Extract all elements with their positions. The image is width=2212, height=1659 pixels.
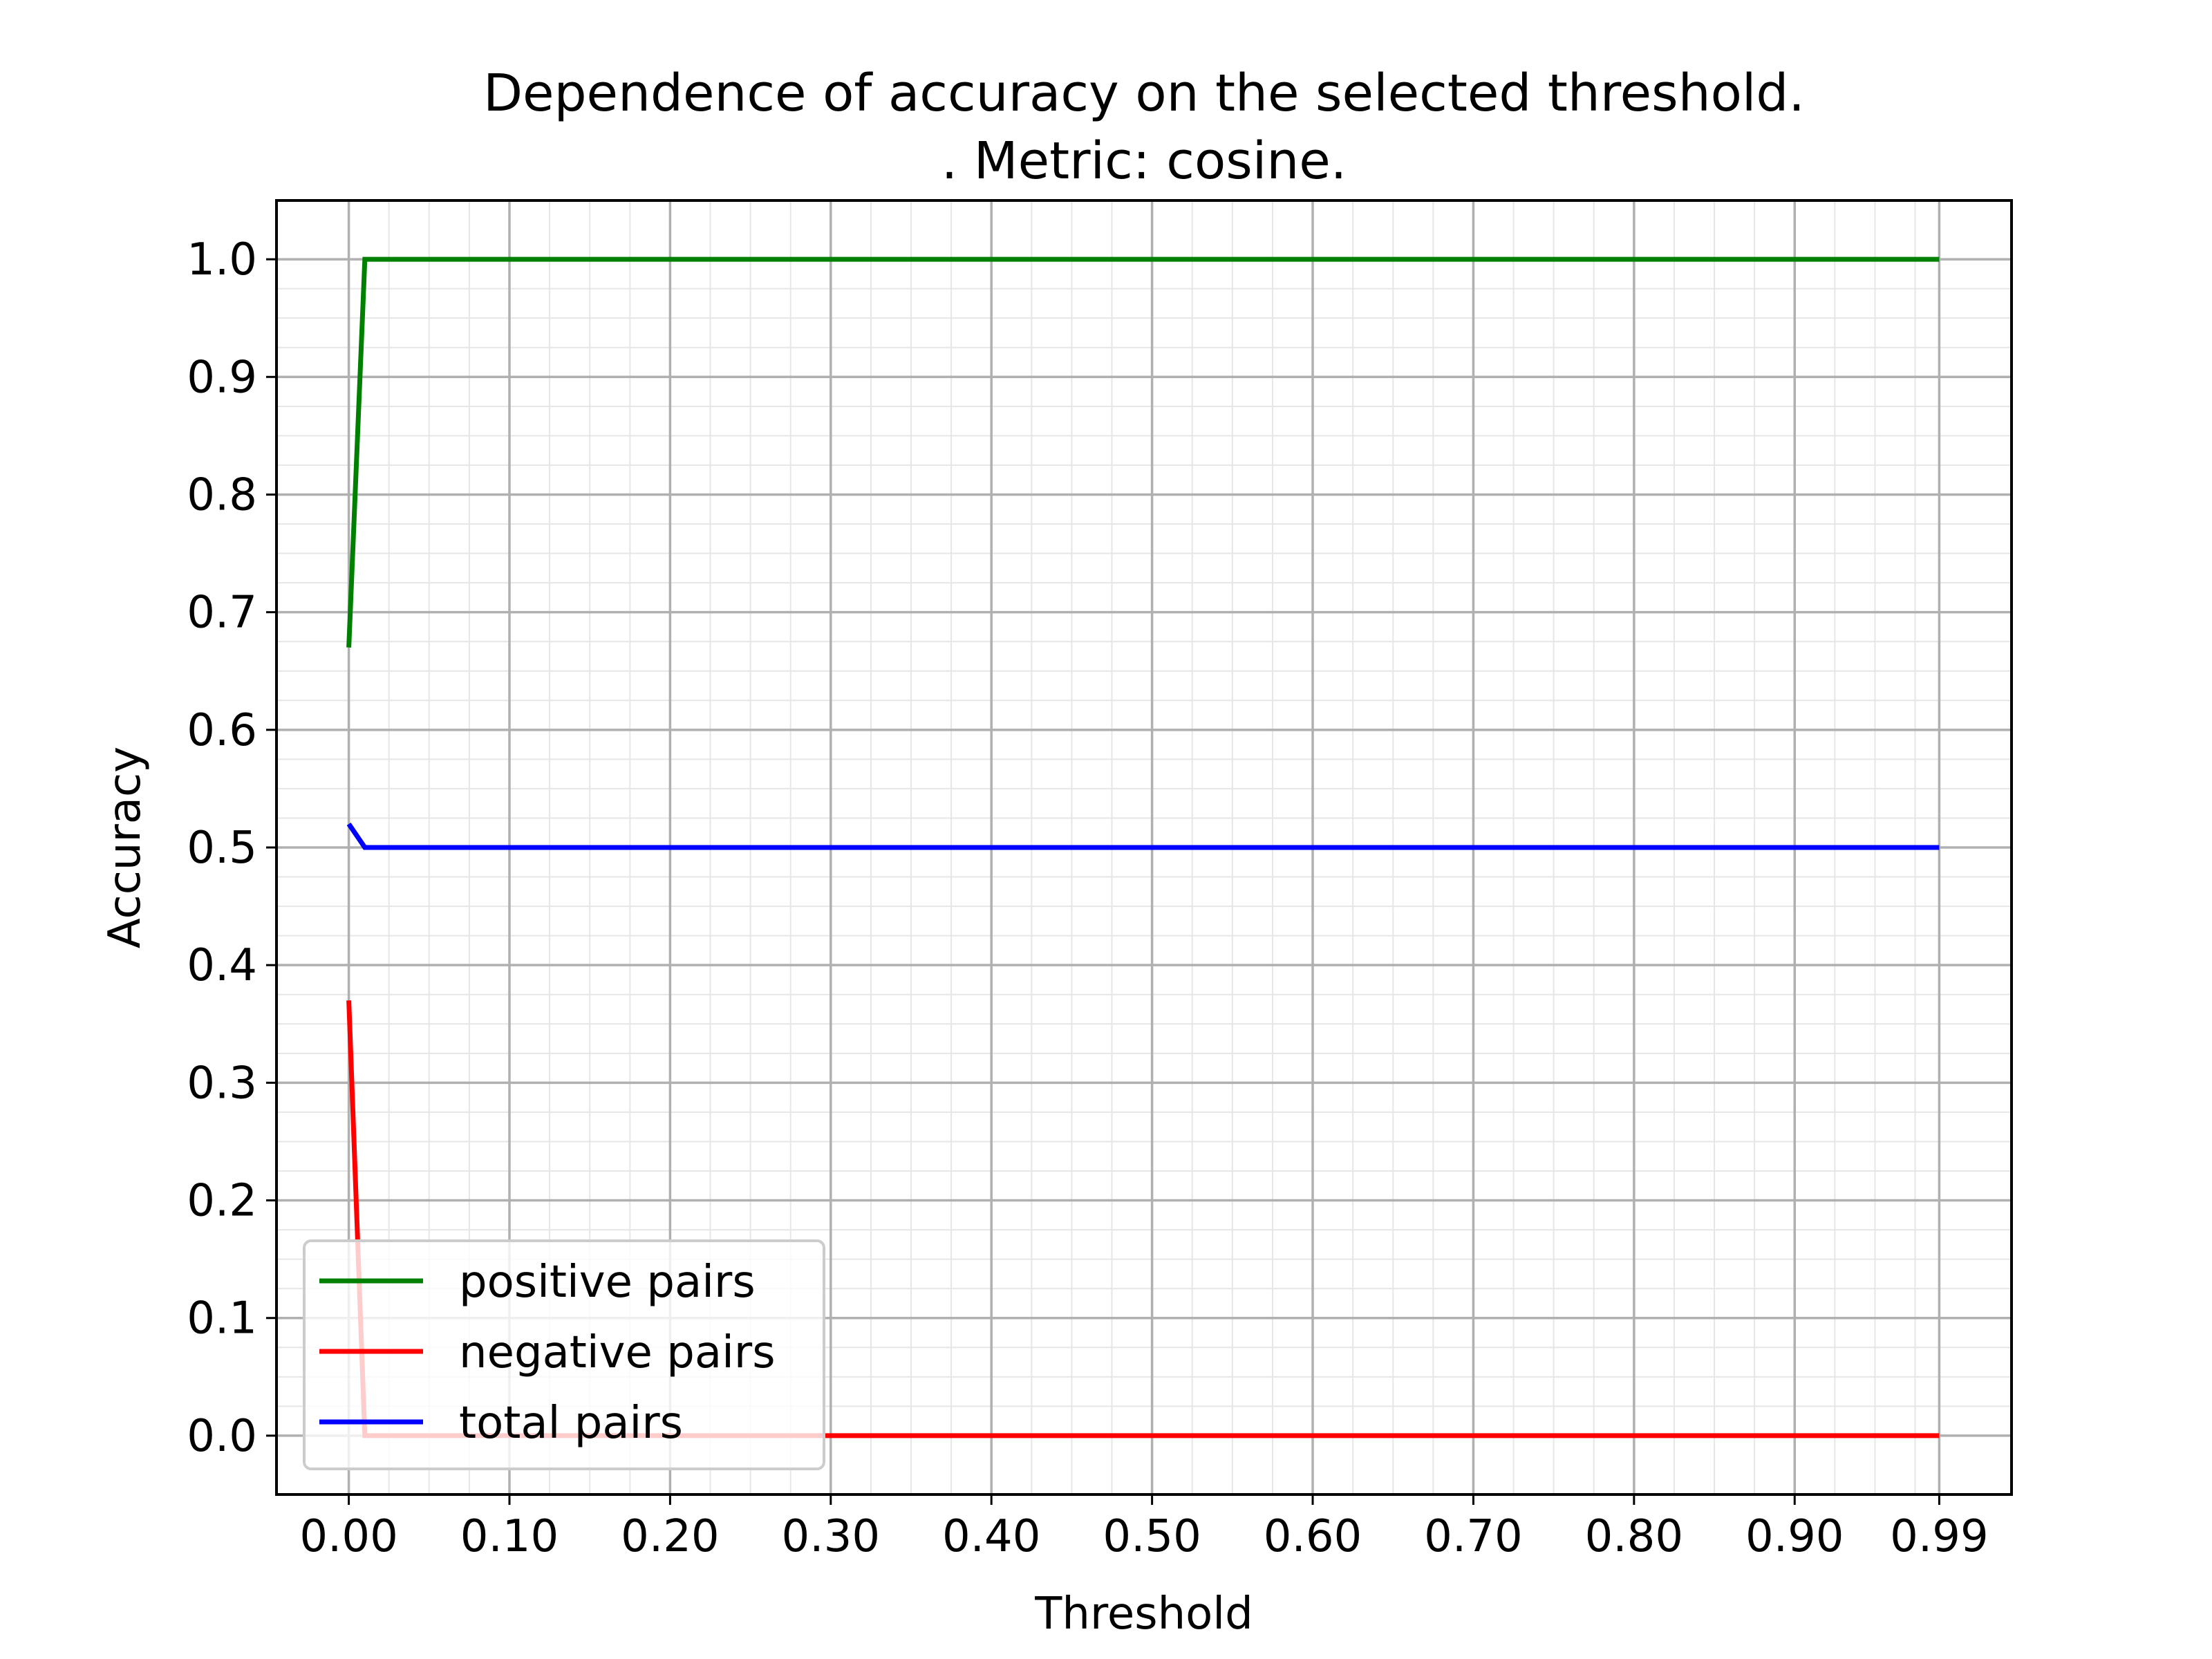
y-axis-label: Accuracy xyxy=(100,747,151,948)
legend-label-positive-pairs: positive pairs xyxy=(459,1257,756,1308)
x-tick-label: 0.60 xyxy=(1264,1511,1362,1562)
y-tick-label: 0.6 xyxy=(187,705,257,756)
x-tick-label: 0.10 xyxy=(460,1511,559,1562)
y-tick-label: 0.7 xyxy=(187,588,257,639)
y-tick-label: 0.2 xyxy=(187,1176,257,1227)
y-tick-label: 0.4 xyxy=(187,940,257,991)
y-tick-label: 0.0 xyxy=(187,1411,257,1462)
x-tick-label: 0.00 xyxy=(299,1511,398,1562)
x-tick-label: 0.80 xyxy=(1585,1511,1684,1562)
y-tick-label: 0.1 xyxy=(187,1293,257,1344)
x-tick-label: 0.50 xyxy=(1103,1511,1201,1562)
legend-label-total-pairs: total pairs xyxy=(459,1398,683,1449)
x-axis-label: Threshold xyxy=(1034,1588,1253,1640)
series-line-positive-pairs xyxy=(346,256,1940,648)
y-tick-label: 1.0 xyxy=(187,234,257,285)
x-tick-label: 0.20 xyxy=(621,1511,720,1562)
legend-box xyxy=(303,1239,825,1470)
x-tick-label: 0.99 xyxy=(1890,1511,1989,1562)
y-tick-label: 0.5 xyxy=(187,823,257,874)
x-tick-label: 0.40 xyxy=(942,1511,1041,1562)
y-tick-label: 0.9 xyxy=(187,352,257,403)
y-tick-label: 0.3 xyxy=(187,1058,257,1109)
chart-title-line-2: . Metric: cosine. xyxy=(941,131,1347,191)
x-tick-label: 0.90 xyxy=(1745,1511,1844,1562)
x-tick-label: 0.70 xyxy=(1424,1511,1523,1562)
x-axis-ticks: 0.00 0.10 0.20 0.30 0.40 0.50 0.60 0.70 0.80 0.90… xyxy=(299,1494,1989,1562)
y-tick-label: 0.8 xyxy=(187,469,257,521)
y-axis-ticks: 0.0 0.1 0.2 0.3 0.4 0.5 0.6 0.7 0.8 0.9 1.0 xyxy=(187,234,276,1462)
x-tick-label: 0.30 xyxy=(782,1511,881,1562)
legend-label-negative-pairs: negative pairs xyxy=(459,1327,776,1378)
chart-title-line-1: Dependence of accuracy on the selected t… xyxy=(483,64,1805,123)
series-line-total-pairs xyxy=(346,823,1940,850)
legend: positive pairs negative pairs total pair… xyxy=(303,1239,825,1470)
